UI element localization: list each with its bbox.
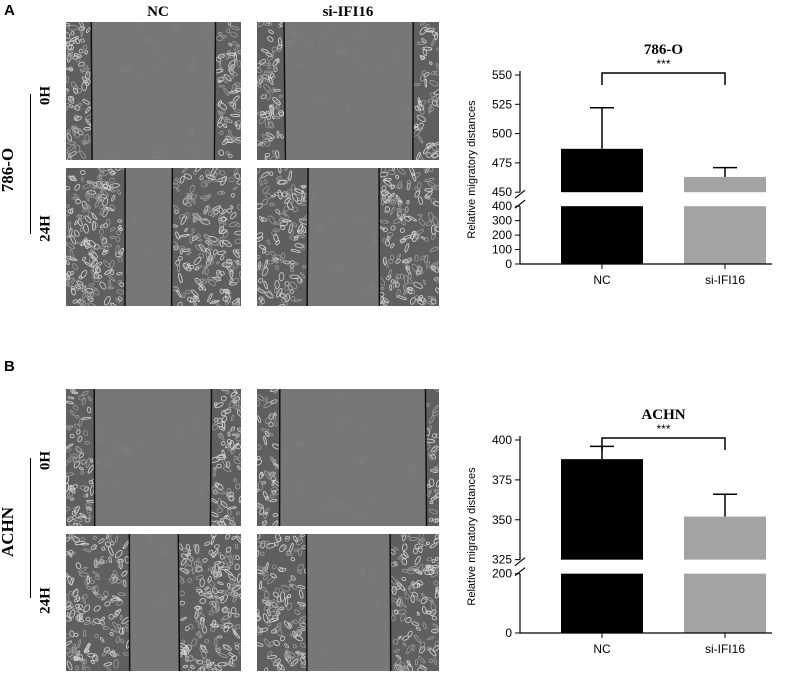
scratch-gap <box>308 168 380 306</box>
scratch-edge-right <box>389 534 392 671</box>
x-tick-label-0: NC <box>593 642 611 656</box>
y-lower-label: 200 <box>492 228 512 242</box>
y-axis-label: Relative migratory distances <box>466 100 478 239</box>
scratch-edge-right <box>170 168 174 306</box>
scratch-gap <box>279 389 426 526</box>
scratch-edge-left <box>306 168 309 306</box>
micrograph-786o-nc-0h <box>66 22 241 160</box>
cell-line-label-786o: 786-O <box>0 147 17 193</box>
cells <box>66 168 241 306</box>
chart-786o: 786-O Relative migratory distances 450 475 5… <box>466 42 772 287</box>
y-lower-label: 100 <box>492 243 512 257</box>
scratch-gap <box>94 389 212 526</box>
y-upper-label: 375 <box>492 473 512 487</box>
x-tick-label-1: si-IFI16 <box>705 273 745 287</box>
y-upper-label: 325 <box>492 553 512 567</box>
chart-achn: ACHN Relative migratory distances 325 350 37… <box>466 407 772 656</box>
significance-bracket <box>601 437 726 450</box>
y-upper-label: 400 <box>492 433 512 447</box>
y-upper-label: 550 <box>492 68 512 82</box>
cell-line-divider-a <box>30 94 31 234</box>
significance-bracket <box>601 72 726 85</box>
axis-break-mark <box>514 199 526 209</box>
y-lower-label: 300 <box>492 214 512 228</box>
bar-lower-0 <box>561 573 643 633</box>
y-upper-label: 350 <box>492 513 512 527</box>
y-upper-label: 500 <box>492 127 512 141</box>
y-upper-label: 525 <box>492 97 512 111</box>
scratch-gap <box>91 22 216 160</box>
axis-break-mark <box>514 567 526 577</box>
y-lower-label: 0 <box>505 626 512 640</box>
scratch-gap <box>306 534 391 671</box>
micrograph-achn-si-24h <box>257 534 439 671</box>
chart-title: ACHN <box>641 407 685 423</box>
bar-upper-1 <box>684 176 766 193</box>
y-axis-label: Relative migratory distances <box>466 467 478 606</box>
bar-upper-1 <box>684 516 766 560</box>
y-lower-label: 0 <box>505 257 512 271</box>
scratch-gap <box>283 22 414 160</box>
panel-label-b: B <box>4 358 15 375</box>
significance-label: *** <box>656 422 670 436</box>
axis-break-mark <box>514 557 526 567</box>
scratch-edge-right <box>213 22 217 160</box>
micrograph-786o-si-24h <box>257 168 439 306</box>
row-label-0h-b: 0H <box>37 450 54 471</box>
chart-title: 786-O <box>644 42 683 58</box>
y-upper-label: 450 <box>492 185 512 199</box>
scratch-edge-left <box>90 22 93 160</box>
y-lower-label: 200 <box>492 567 512 581</box>
micrograph-786o-si-0h <box>257 22 439 160</box>
bar-upper-0 <box>561 148 643 193</box>
x-tick-label-1: si-IFI16 <box>705 642 745 656</box>
axis-break-mark <box>514 189 526 199</box>
cell-line-label-achn: ACHN <box>0 506 17 558</box>
scratch-gap <box>125 168 173 306</box>
scratch-edge-left <box>305 534 308 671</box>
scratch-edge-right <box>177 534 181 671</box>
row-label-24h-b: 24H <box>37 587 54 614</box>
y-lower-label: 400 <box>492 199 512 213</box>
micrograph-achn-nc-24h <box>66 534 241 671</box>
micrograph-786o-nc-24h <box>66 168 241 306</box>
bar-upper-0 <box>561 459 643 560</box>
row-label-0h-a: 0H <box>37 85 54 106</box>
scratch-edge-left <box>283 22 287 160</box>
scratch-edge-right <box>424 389 428 526</box>
micrograph-achn-nc-0h <box>66 389 241 526</box>
cell-line-divider-b <box>30 458 31 598</box>
bar-lower-1 <box>684 206 766 264</box>
bar-lower-0 <box>561 206 643 264</box>
column-header-si-ifi16: si-IFI16 <box>322 4 374 20</box>
panel-label-a: A <box>4 2 15 19</box>
micrograph-achn-si-0h <box>257 389 439 526</box>
cells <box>257 534 439 671</box>
scratch-edge-right <box>209 389 213 526</box>
y-upper-label: 475 <box>492 156 512 170</box>
column-header-nc: NC <box>147 4 169 20</box>
x-tick-label-0: NC <box>593 273 611 287</box>
row-label-24h-a: 24H <box>37 215 54 242</box>
scratch-gap <box>129 534 179 671</box>
cells <box>66 534 241 671</box>
significance-label: *** <box>656 57 670 71</box>
bar-lower-1 <box>684 573 766 633</box>
